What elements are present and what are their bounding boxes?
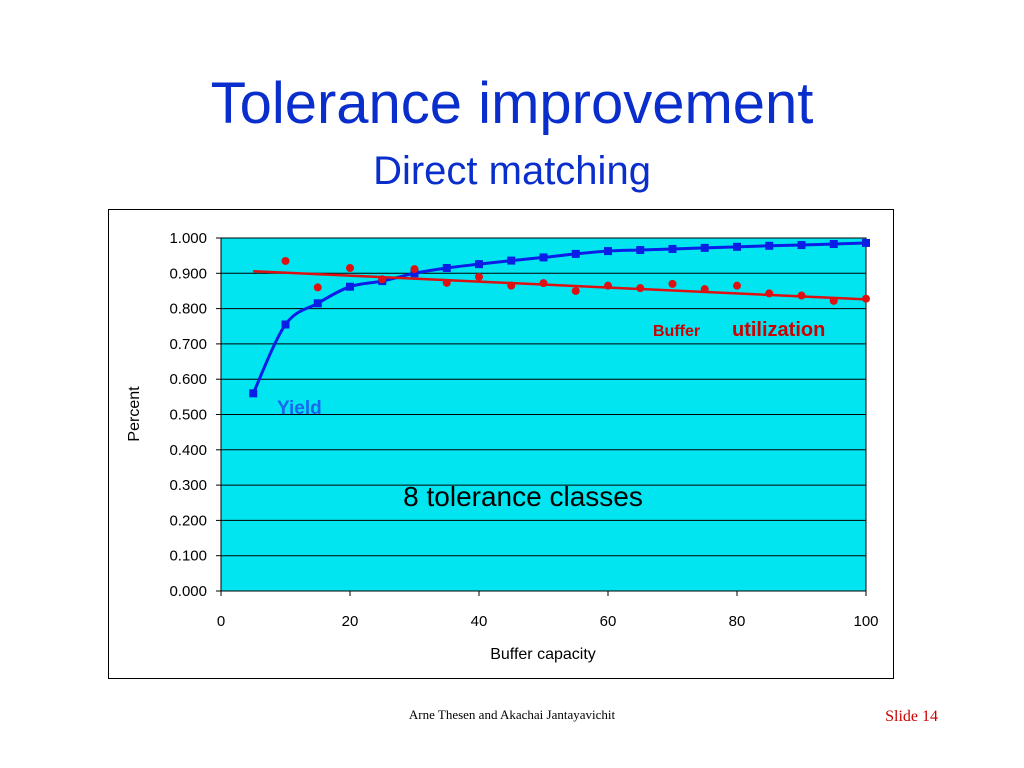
y-tick-label: 0.200 (169, 512, 207, 529)
utilization-point (313, 283, 322, 292)
yield-point (797, 241, 806, 250)
footer-slide-num: 14 (922, 708, 938, 725)
x-tick-label: 0 (217, 613, 225, 630)
x-axis-title: Buffer capacity (490, 646, 596, 663)
y-tick-label: 0.000 (169, 583, 207, 600)
utilization-point (733, 281, 741, 290)
y-tick-label: 0.400 (169, 442, 207, 459)
footer-author: Arne Thesen and Akachai Jantayavichit (408, 707, 616, 722)
utilization-point (604, 281, 612, 290)
x-tick-label: 40 (471, 613, 488, 630)
utilization-label-large: utilization (732, 319, 825, 341)
yield-point (313, 299, 322, 308)
yield-point (249, 389, 258, 398)
yield-point (346, 282, 354, 291)
slide-subtitle: Direct matching (373, 149, 651, 193)
yield-point (765, 241, 774, 250)
yield-point (410, 269, 419, 278)
y-tick-label: 0.900 (169, 265, 207, 282)
axis-layer: 0.000 0.100 0.200 0.300 0.400 0.500 0.600 0.700… (169, 230, 878, 630)
y-tick-label: 0.700 (169, 336, 207, 353)
utilization-point (765, 289, 774, 298)
utilization-point (700, 285, 709, 294)
yield-point (281, 320, 290, 329)
utilization-point (571, 286, 580, 295)
x-tick-label: 20 (342, 613, 359, 630)
x-tick-label: 80 (729, 613, 746, 630)
yield-point (604, 247, 612, 256)
utilization-point (507, 281, 516, 290)
utilization-point (475, 272, 483, 281)
utilization-point (539, 279, 548, 288)
yield-point (636, 246, 645, 255)
series-layer (249, 238, 870, 398)
slide-title: Tolerance improvement (210, 71, 814, 136)
utilization-point (862, 294, 870, 303)
y-axis-title: Percent (126, 386, 143, 442)
utilization-label-small: Buffer (653, 323, 700, 340)
y-tick-label: 0.300 (169, 477, 207, 494)
utilization-point (636, 284, 645, 293)
footer-slide-label: Slide (885, 708, 918, 725)
x-tick-label: 100 (853, 613, 878, 630)
utilization-point (442, 278, 451, 287)
chart-svg: 0.000 0.100 0.200 0.300 0.400 0.500 0.600 0.700… (126, 230, 879, 663)
utilization-point (829, 296, 838, 305)
yield-point (475, 260, 483, 269)
y-tick-label: 0.800 (169, 301, 207, 318)
y-tick-label: 0.600 (169, 371, 207, 388)
utilization-point (378, 275, 387, 284)
yield-point (733, 242, 741, 251)
utilization-point (281, 256, 290, 265)
yield-point (700, 243, 709, 252)
utilization-trend-line (253, 269, 867, 301)
utilization-point (668, 279, 677, 288)
yield-point (507, 256, 516, 265)
yield-series-label: Yield (277, 398, 322, 419)
yield-point (539, 253, 548, 262)
utilization-point (346, 264, 354, 273)
footer-slide-number: Slide 14 (885, 708, 938, 726)
yield-point (442, 264, 451, 273)
chart-frame: 0.000 0.100 0.200 0.300 0.400 0.500 0.600 0.700… (108, 209, 894, 679)
utilization-point (410, 265, 419, 274)
yield-point (571, 249, 580, 258)
yield-point (668, 244, 677, 253)
y-tick-label: 1.000 (169, 230, 207, 247)
yield-point (862, 238, 870, 247)
utilization-point (797, 291, 806, 300)
yield-point (829, 240, 838, 249)
annotation-tolerance-classes: 8 tolerance classes (403, 481, 643, 512)
x-tick-label: 60 (600, 613, 617, 630)
y-tick-label: 0.100 (169, 548, 207, 565)
grid-layer (221, 237, 866, 592)
y-tick-label: 0.500 (169, 407, 207, 424)
